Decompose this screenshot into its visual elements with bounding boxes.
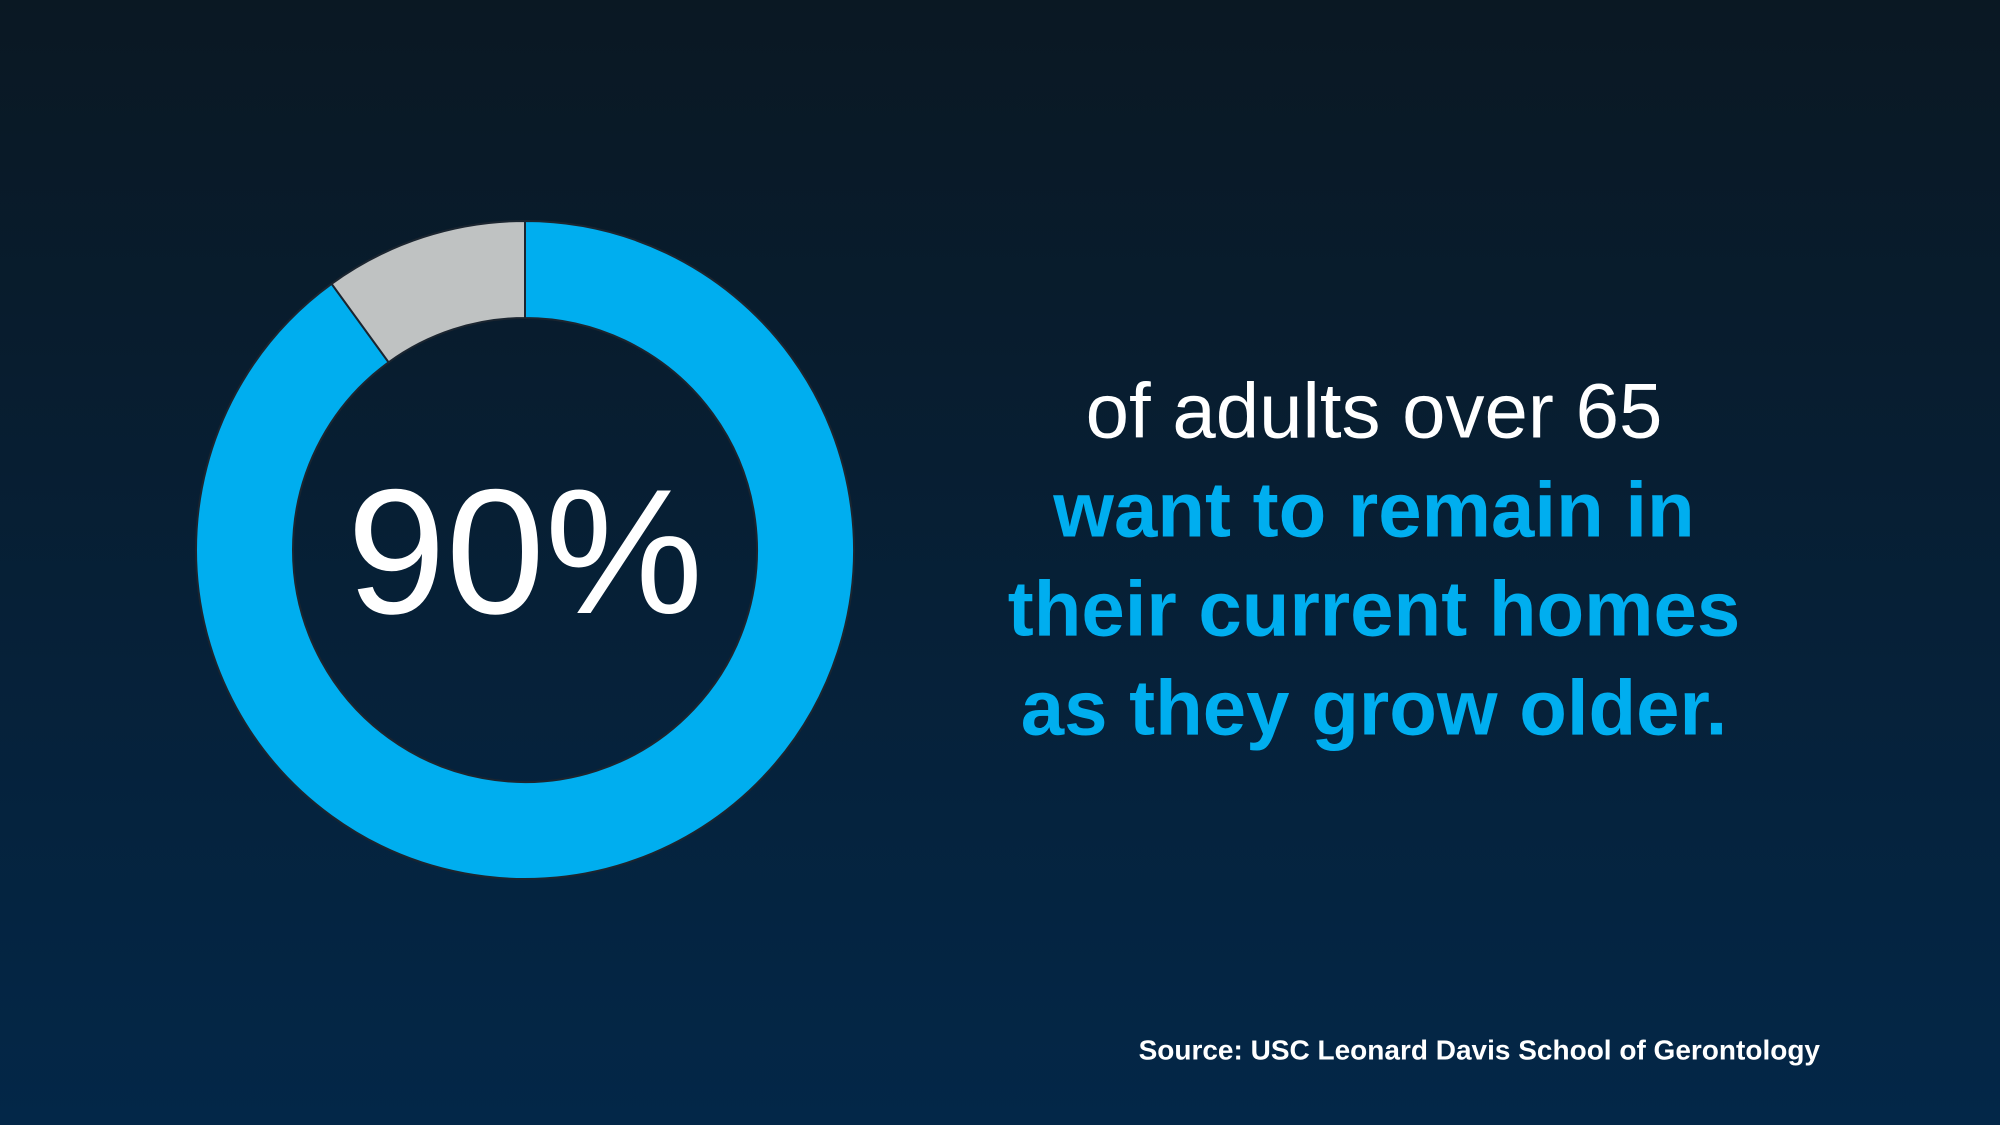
source: Source: USC Leonard Davis School of Gero… bbox=[1139, 1034, 1821, 1065]
statement: of adults over 65 want to remain in their … bbox=[1008, 367, 1741, 752]
statement-line: of adults over 65 bbox=[1086, 367, 1663, 455]
donut: 90% bbox=[195, 219, 855, 880]
highlight-line: their current homes bbox=[1008, 565, 1741, 653]
highlight-line: as they grow older. bbox=[1021, 664, 1728, 752]
donut-segment bbox=[330, 219, 526, 364]
highlight-line: want to remain in bbox=[1052, 466, 1694, 554]
donut-segment bbox=[195, 219, 855, 880]
center-label: 90% bbox=[347, 452, 703, 651]
